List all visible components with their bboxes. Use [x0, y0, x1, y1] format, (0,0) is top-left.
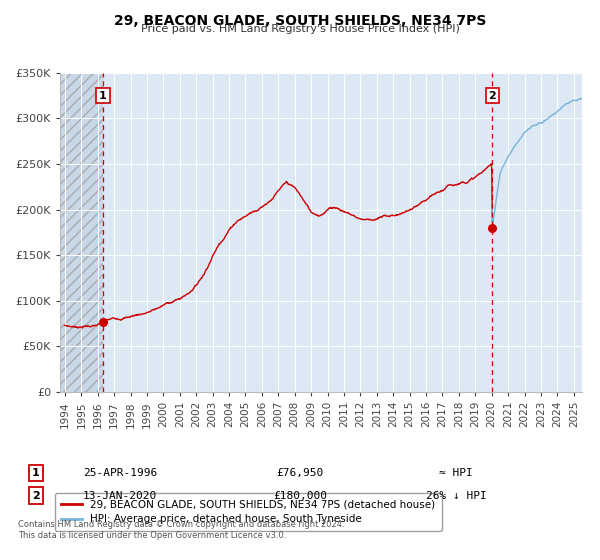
Text: 1: 1	[99, 91, 107, 101]
Text: This data is licensed under the Open Government Licence v3.0.: This data is licensed under the Open Gov…	[18, 531, 286, 540]
Text: Price paid vs. HM Land Registry's House Price Index (HPI): Price paid vs. HM Land Registry's House …	[140, 24, 460, 34]
Text: 26% ↓ HPI: 26% ↓ HPI	[425, 491, 487, 501]
Text: 29, BEACON GLADE, SOUTH SHIELDS, NE34 7PS: 29, BEACON GLADE, SOUTH SHIELDS, NE34 7P…	[114, 14, 486, 28]
Text: £76,950: £76,950	[277, 468, 323, 478]
Legend: 29, BEACON GLADE, SOUTH SHIELDS, NE34 7PS (detached house), HPI: Average price, : 29, BEACON GLADE, SOUTH SHIELDS, NE34 7P…	[55, 493, 442, 531]
Text: Contains HM Land Registry data © Crown copyright and database right 2024.: Contains HM Land Registry data © Crown c…	[18, 520, 344, 529]
Text: 2: 2	[32, 491, 40, 501]
Text: £180,000: £180,000	[273, 491, 327, 501]
Text: 25-APR-1996: 25-APR-1996	[83, 468, 157, 478]
Text: 13-JAN-2020: 13-JAN-2020	[83, 491, 157, 501]
Text: 2: 2	[488, 91, 496, 101]
Text: 1: 1	[32, 468, 40, 478]
Bar	[60, 73, 103, 392]
Text: ≈ HPI: ≈ HPI	[439, 468, 473, 478]
